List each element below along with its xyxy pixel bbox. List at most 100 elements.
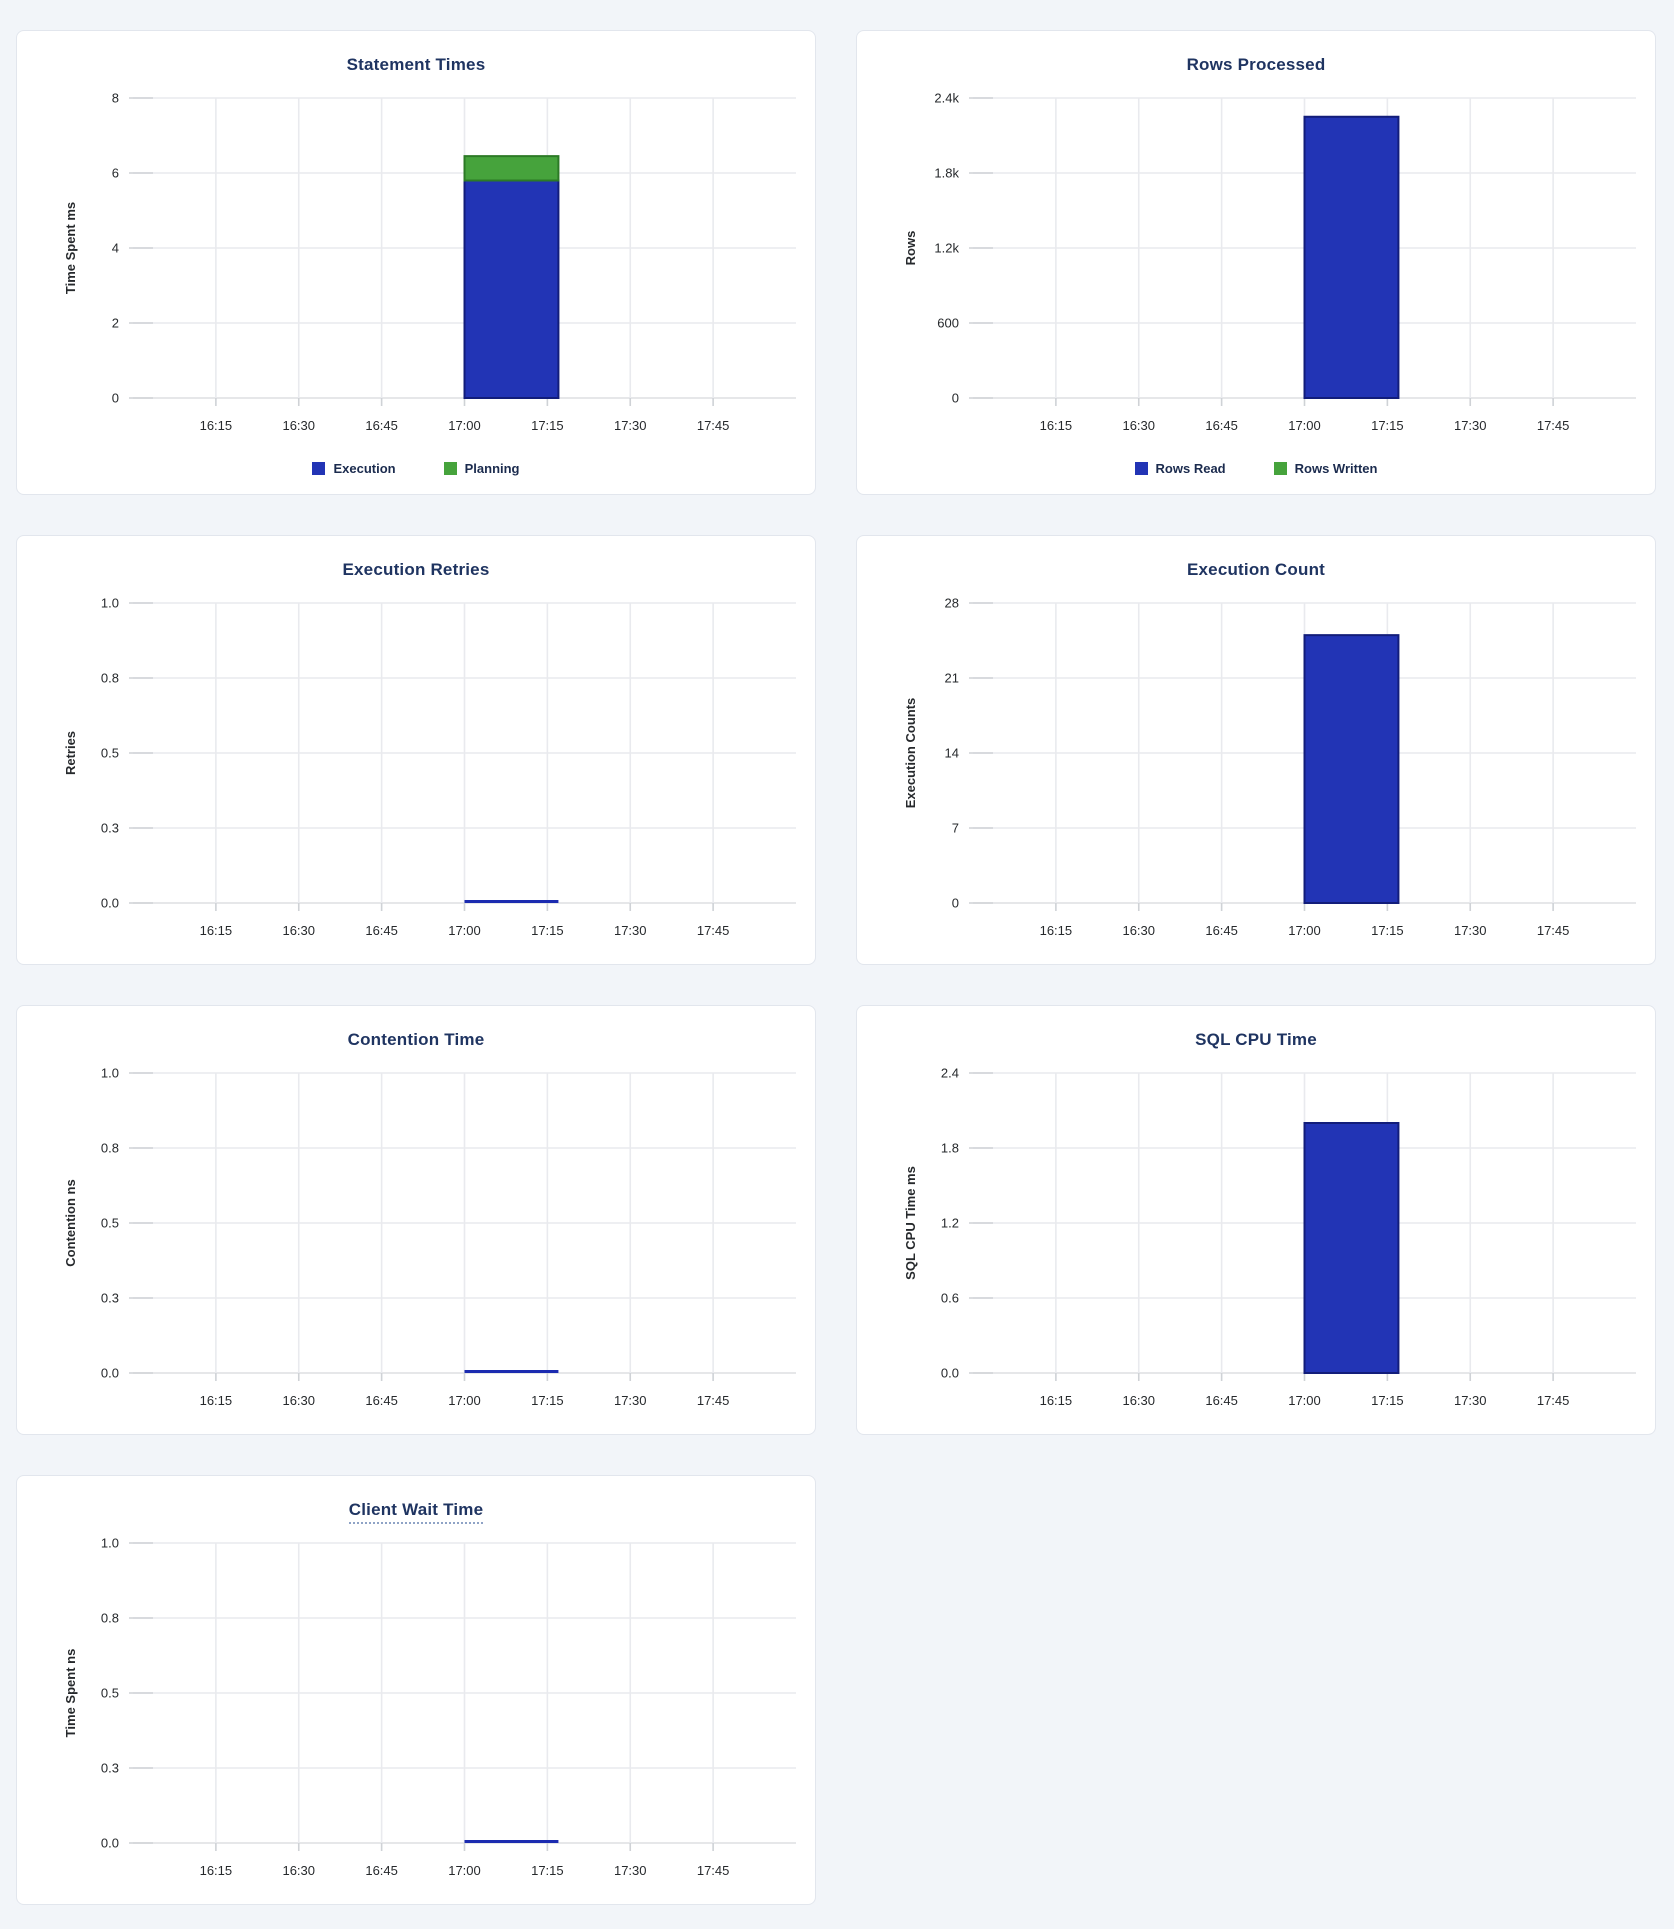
chart-title-row: Client Wait Time — [23, 1500, 809, 1524]
y-tick-label: 0.8 — [101, 1141, 119, 1156]
y-tick-label: 14 — [945, 746, 959, 761]
sql-cpu-time-plot[interactable]: 0.0 0.6 1.2 1.8 2.4 16:15 16:30 16:45 17:00 17:15… — [863, 1058, 1651, 1420]
y-tick-label: 1.8 — [941, 1141, 959, 1156]
x-tick-label: 16:15 — [200, 1393, 233, 1408]
x-tick-label: 17:45 — [697, 1863, 730, 1878]
x-tick-label: 16:45 — [365, 1393, 398, 1408]
y-tick-label: 1.8k — [934, 166, 959, 181]
x-tick-label: 16:45 — [365, 418, 398, 433]
chart-card-sql-cpu-time: SQL CPU Time 0.0 0.6 1.2 1.8 2.4 16:15 16:30 16:… — [856, 1005, 1656, 1435]
x-tick-label: 16:45 — [365, 1863, 398, 1878]
chart-title-row: Rows Processed — [863, 55, 1649, 75]
x-tick-label: 16:30 — [282, 1393, 315, 1408]
statement-times-legend: Execution Planning — [23, 461, 809, 476]
x-tick-label: 16:45 — [365, 923, 398, 938]
x-tick-label: 17:15 — [1371, 418, 1404, 433]
x-tick-label: 17:45 — [697, 923, 730, 938]
legend-swatch-icon — [1273, 462, 1287, 475]
x-tick-label: 17:30 — [1454, 1393, 1487, 1408]
chart-card-execution-count: Execution Count 0 7 14 21 28 16:15 16:30 16:45 17… — [856, 535, 1656, 965]
legend-label: Execution — [333, 461, 396, 476]
x-tick-label: 16:30 — [282, 1863, 315, 1878]
sql-cpu-time-y-axis-label: SQL CPU Time ms — [903, 1166, 918, 1280]
client-wait-time-title[interactable]: Client Wait Time — [348, 1500, 484, 1524]
x-tick-label: 16:45 — [1205, 923, 1238, 938]
y-tick-label: 28 — [945, 596, 959, 611]
x-tick-label: 17:30 — [1454, 923, 1487, 938]
y-tick-label: 7 — [952, 821, 959, 836]
statement-times-y-axis-label: Time Spent ms — [63, 202, 78, 294]
y-tick-label: 0.5 — [101, 1216, 119, 1231]
y-tick-label: 1.0 — [101, 1536, 119, 1551]
bar-execution[interactable] — [463, 179, 560, 399]
execution-count-plot[interactable]: 0 7 14 21 28 16:15 16:30 16:45 17:00 17:15 17:30 17… — [863, 588, 1651, 950]
legend-item-execution[interactable]: Execution — [312, 461, 396, 476]
statement-times-title: Statement Times — [346, 55, 486, 74]
y-tick-label: 2 — [112, 316, 119, 331]
chart-title-row: Statement Times — [23, 55, 809, 75]
execution-count-title: Execution Count — [1186, 560, 1326, 579]
y-tick-label: 0.6 — [941, 1291, 959, 1306]
y-tick-label: 0 — [952, 391, 959, 406]
contention-time-y-axis-label: Contention ns — [63, 1179, 78, 1266]
x-tick-label: 17:30 — [614, 418, 647, 433]
x-tick-label: 17:30 — [614, 1863, 647, 1878]
rows-processed-legend: Rows Read Rows Written — [863, 461, 1649, 476]
chart-card-client-wait-time: Client Wait Time 0.0 0.3 0.5 0.8 1.0 16:15 16:3… — [16, 1475, 816, 1905]
x-tick-label: 17:30 — [614, 1393, 647, 1408]
chart-title-row: Execution Count — [863, 560, 1649, 580]
y-tick-label: 600 — [937, 316, 959, 331]
y-tick-label: 0.3 — [101, 1761, 119, 1776]
x-tick-label: 17:15 — [531, 1863, 564, 1878]
x-tick-label: 17:45 — [697, 1393, 730, 1408]
y-tick-label: 0.0 — [101, 896, 119, 911]
client-wait-time-plot[interactable]: 0.0 0.3 0.5 0.8 1.0 16:15 16:30 16:45 17:00 17:15… — [23, 1528, 811, 1890]
x-tick-label: 17:00 — [1288, 923, 1321, 938]
x-tick-label: 16:15 — [1040, 1393, 1073, 1408]
chart-card-statement-times: Statement Times 0 2 4 6 8 16:15 16:30 16:45 17:00… — [16, 30, 816, 495]
y-tick-label: 4 — [112, 241, 119, 256]
chart-title-row: SQL CPU Time — [863, 1030, 1649, 1050]
y-tick-label: 0.8 — [101, 1611, 119, 1626]
x-tick-label: 17:45 — [1537, 1393, 1570, 1408]
y-tick-label: 1.0 — [101, 1066, 119, 1081]
x-tick-label: 16:15 — [200, 923, 233, 938]
x-tick-label: 17:45 — [1537, 923, 1570, 938]
y-tick-label: 0.0 — [941, 1366, 959, 1381]
bar-planning[interactable] — [463, 155, 560, 182]
x-tick-label: 17:00 — [448, 1863, 481, 1878]
legend-item-planning[interactable]: Planning — [443, 461, 520, 476]
x-tick-label: 17:15 — [1371, 923, 1404, 938]
contention-time-plot[interactable]: 0.0 0.3 0.5 0.8 1.0 16:15 16:30 16:45 17:00 17:15… — [23, 1058, 811, 1420]
x-tick-label: 16:30 — [1122, 1393, 1155, 1408]
legend-swatch-icon — [443, 462, 457, 475]
y-tick-label: 0 — [952, 896, 959, 911]
bar-sql-cpu-time-series-0[interactable] — [1303, 1122, 1400, 1374]
legend-item-rows-written[interactable]: Rows Written — [1273, 461, 1377, 476]
y-tick-label: 0.3 — [101, 821, 119, 836]
rows-processed-plot[interactable]: 0 600 1.2k 1.8k 2.4k 16:15 16:30 16:45 17:00 17:1… — [863, 83, 1651, 445]
x-tick-label: 16:45 — [1205, 1393, 1238, 1408]
bar-rows-read[interactable] — [1303, 115, 1400, 399]
execution-retries-plot[interactable]: 0.0 0.3 0.5 0.8 1.0 16:15 16:30 16:45 17:00 17:15… — [23, 588, 811, 950]
x-tick-label: 17:00 — [448, 418, 481, 433]
x-tick-label: 16:15 — [1040, 923, 1073, 938]
x-tick-label: 17:00 — [448, 923, 481, 938]
legend-swatch-icon — [1134, 462, 1148, 475]
x-tick-label: 17:45 — [1537, 418, 1570, 433]
x-tick-label: 16:45 — [1205, 418, 1238, 433]
x-tick-label: 16:15 — [1040, 418, 1073, 433]
y-tick-label: 6 — [112, 166, 119, 181]
statement-times-plot[interactable]: 0 2 4 6 8 16:15 16:30 16:45 17:00 17:15 17:30 17:45… — [23, 83, 811, 445]
x-tick-label: 17:15 — [531, 1393, 564, 1408]
y-tick-label: 0.5 — [101, 746, 119, 761]
execution-count-y-axis-label: Execution Counts — [903, 698, 918, 809]
legend-item-rows-read[interactable]: Rows Read — [1134, 461, 1226, 476]
client-wait-time-y-axis-label: Time Spent ns — [63, 1649, 78, 1738]
chart-card-execution-retries: Execution Retries 0.0 0.3 0.5 0.8 1.0 16:15 16:… — [16, 535, 816, 965]
x-tick-label: 17:45 — [697, 418, 730, 433]
bar-execution-count-series-0[interactable] — [1303, 634, 1400, 905]
legend-label: Rows Read — [1155, 461, 1226, 476]
x-tick-label: 17:00 — [1288, 418, 1321, 433]
chart-title-row: Contention Time — [23, 1030, 809, 1050]
